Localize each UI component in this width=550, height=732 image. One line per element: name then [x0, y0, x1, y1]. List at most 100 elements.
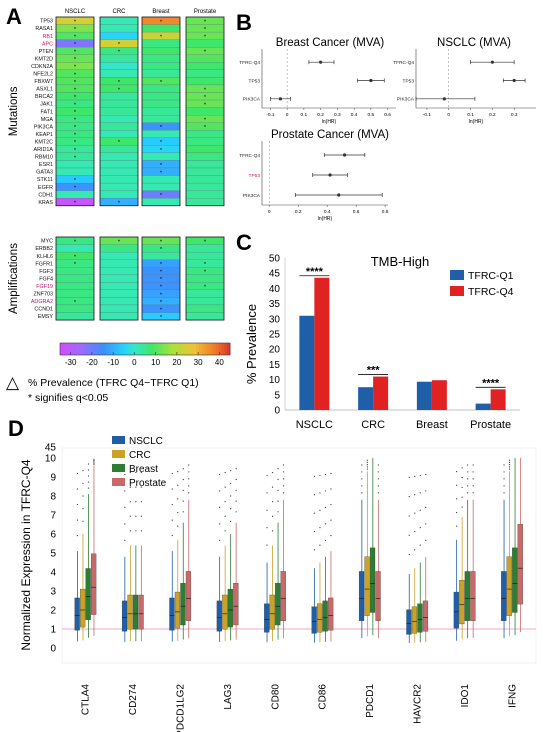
colorbar-segment	[193, 343, 197, 355]
heatmap-cell	[99, 107, 139, 116]
colorbar-tick-label: 40	[215, 358, 224, 367]
box-body	[85, 568, 91, 620]
box-outlier	[219, 506, 221, 508]
box-outlier	[508, 459, 511, 461]
box-outlier	[461, 486, 463, 489]
bar-chart-title: TMB-High	[371, 254, 430, 269]
box-outlier	[230, 520, 232, 522]
heatmap-row-label: KMT2D	[35, 56, 53, 62]
box-y-tick-label: 10	[45, 454, 57, 465]
significance-star: *	[160, 80, 163, 86]
box-body	[138, 594, 144, 630]
box-outlier	[135, 530, 137, 532]
box-body	[317, 603, 323, 633]
box-gene-label: CD274	[128, 684, 139, 716]
box-outlier	[182, 500, 184, 502]
box-outlier	[313, 549, 316, 551]
box-outlier	[266, 509, 268, 511]
box-outlier	[129, 486, 131, 488]
box-outlier	[456, 525, 458, 527]
box-outlier	[319, 474, 321, 477]
box-y-tick-label: 4	[50, 568, 56, 579]
box-outlier	[124, 490, 126, 492]
heatmap-row-label: ARID1A	[34, 147, 54, 153]
bar-y-tick-label: 35	[269, 299, 281, 310]
box-y-axis-label: Normalized Expression in TFRC-Q4	[19, 459, 33, 650]
significance-star: *	[74, 110, 77, 116]
box-outlier	[140, 501, 142, 503]
box-outlier	[414, 530, 416, 533]
bar-q4	[431, 380, 447, 410]
box-outlier	[330, 472, 332, 475]
colorbar-segment	[94, 343, 98, 355]
box-gene-label: PDCD1LG2	[176, 684, 187, 732]
significance-star: *	[74, 19, 77, 25]
bar-y-tick-label: 0	[274, 406, 280, 417]
colorbar-segment	[170, 343, 174, 355]
colorbar-segment	[176, 343, 180, 355]
box-body	[132, 594, 139, 630]
box-legend-swatch	[112, 436, 125, 444]
box-outlier	[377, 485, 379, 487]
significance-label: ****	[306, 266, 324, 278]
heatmap-row-label: EGFR	[38, 185, 53, 191]
box-body	[216, 600, 222, 632]
box-outlier	[467, 478, 469, 480]
box-outlier	[330, 519, 332, 521]
heatmap-cell	[185, 312, 225, 321]
box-outlier	[419, 544, 421, 546]
significance-star: *	[204, 27, 207, 33]
box-outlier	[82, 508, 84, 510]
box-outlier	[425, 490, 427, 492]
forest-x-tick-label: 0.6	[353, 209, 360, 215]
colorbar-segment	[147, 343, 152, 355]
significance-star: *	[204, 50, 207, 56]
significance-label: ****	[482, 377, 500, 389]
box-y-tick-label: 5	[50, 549, 56, 560]
heatmap-cell	[99, 244, 139, 253]
colorbar-segment	[159, 343, 163, 355]
box-y-tick-label: 1	[50, 625, 56, 636]
forest-x-tick-label: 0.2	[317, 112, 324, 118]
heatmap-cell	[99, 122, 139, 131]
box-outlier	[313, 475, 316, 477]
significance-star: *	[118, 80, 121, 86]
colorbar-segment	[196, 343, 200, 355]
box-outlier	[82, 470, 84, 472]
box-outlier	[87, 469, 90, 471]
heatmap-column-label: Breast	[152, 9, 170, 15]
bar-y-tick-label: 40	[269, 284, 281, 295]
box-body	[275, 583, 281, 626]
box-outlier	[508, 466, 511, 468]
box-outlier	[313, 494, 316, 496]
heatmap-cell	[185, 145, 225, 154]
box-outlier	[503, 492, 505, 494]
box-outlier	[313, 530, 316, 533]
heatmap-cell	[99, 175, 139, 184]
colorbar-segment	[139, 343, 143, 355]
heatmap-cell	[99, 130, 139, 138]
box-outlier	[313, 512, 316, 514]
colorbar-segment	[60, 343, 64, 355]
significance-star: *	[160, 247, 163, 253]
heatmap-row-label: STK11	[37, 177, 53, 183]
heatmap-cell	[185, 39, 225, 48]
forest-point-estimate	[490, 60, 494, 64]
significance-star: *	[204, 35, 207, 41]
forest-x-tick-label: 0.4	[351, 112, 358, 118]
significance-star: *	[160, 262, 163, 268]
box-outlier	[472, 464, 474, 466]
box-outlier	[366, 468, 368, 470]
box-outlier	[324, 473, 327, 476]
box-outlier	[425, 506, 427, 508]
heatmap-cell	[141, 107, 181, 116]
heatmap-row-label: FBXW7	[34, 79, 53, 85]
box-outlier	[129, 530, 131, 532]
heatmap-cell	[99, 54, 139, 63]
box-outlier	[235, 478, 237, 481]
box-body	[169, 597, 175, 631]
box-outlier	[235, 500, 237, 502]
box-outlier	[177, 498, 179, 500]
box-legend-label: Breast	[129, 464, 158, 475]
box-outlier	[76, 472, 79, 475]
